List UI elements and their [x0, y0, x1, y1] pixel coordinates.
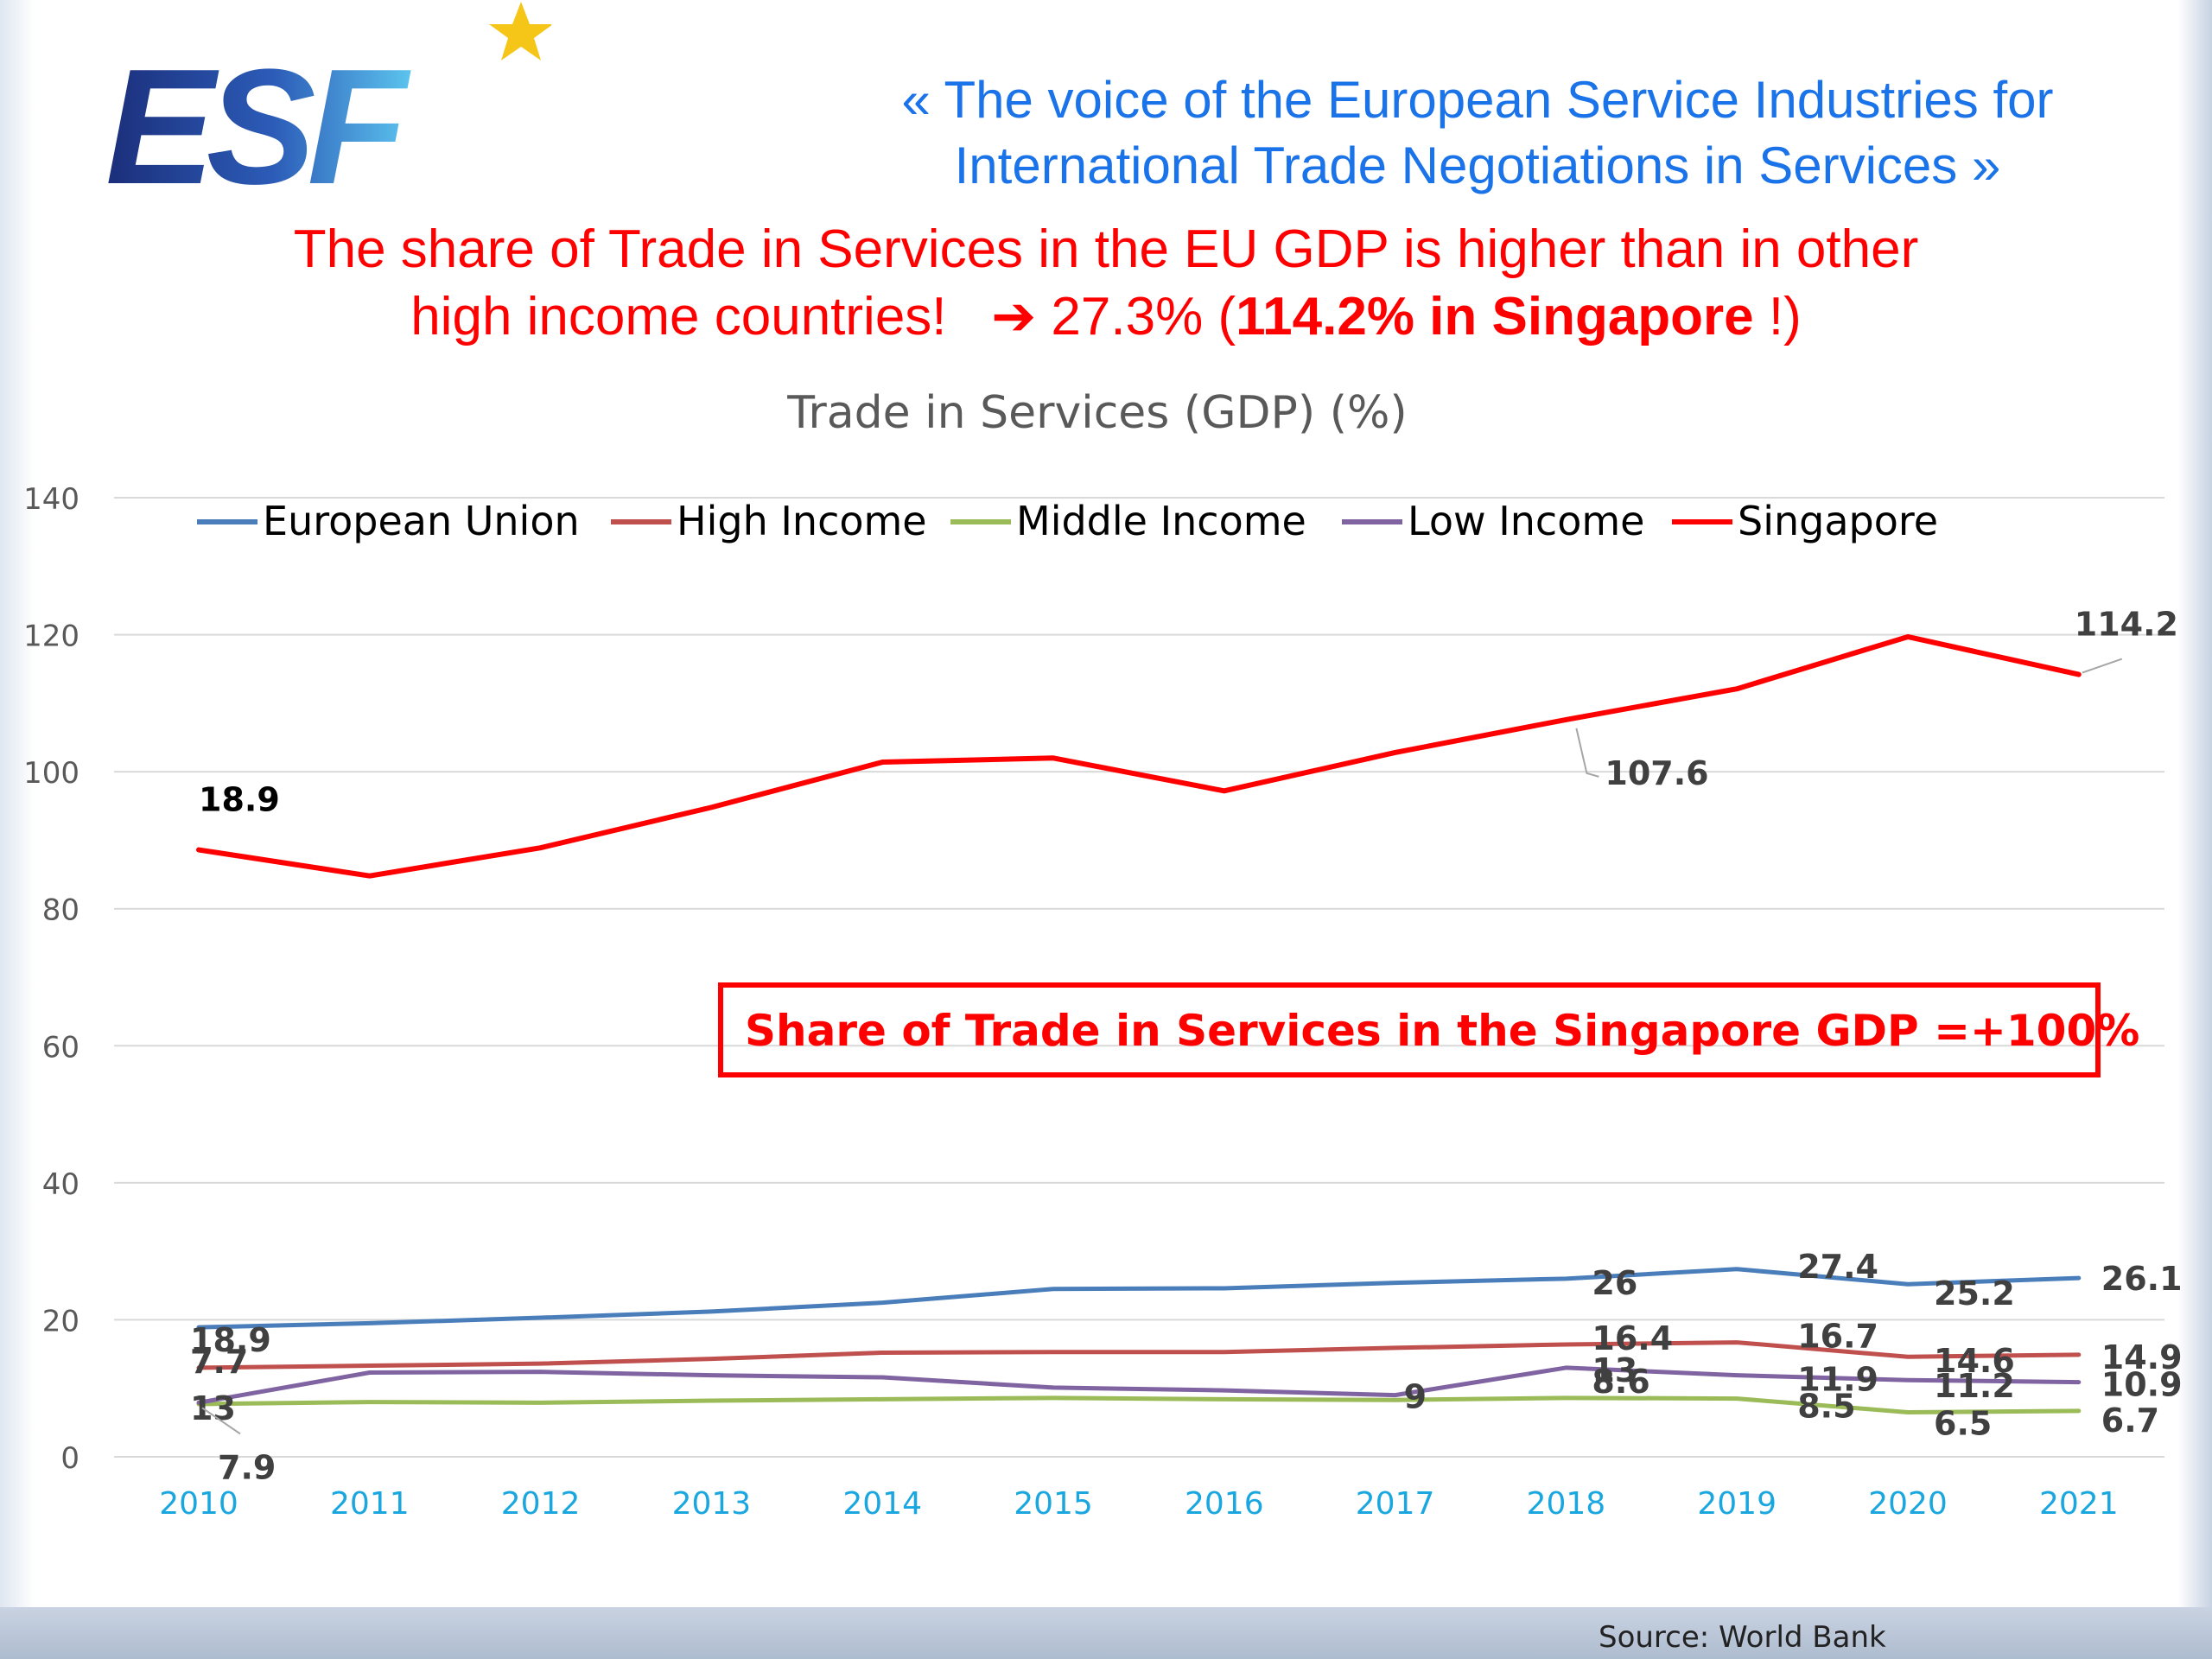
x-tick-label: 2010	[159, 1486, 238, 1522]
x-tick-label: 2013	[672, 1486, 752, 1522]
x-tick-label: 2015	[1014, 1486, 1093, 1522]
annotation-text: Share of Trade in Services in the Singap…	[745, 1006, 2139, 1056]
x-tick-label: 2016	[1185, 1486, 1264, 1522]
x-tick-label: 2011	[330, 1486, 410, 1522]
data-label: 18.9	[190, 1321, 271, 1359]
tagline-line-1: « The voice of the European Service Indu…	[901, 71, 2054, 129]
x-axis-ticks: 2010 2011 2012 2013 2014 2015 2016 2017 2018 2019…	[159, 1486, 2118, 1522]
headline-line-1: The share of Trade in Services in the EU…	[293, 219, 1919, 279]
headline: The share of Trade in Services in the EU…	[156, 216, 2056, 351]
series-lines	[196, 633, 2082, 1414]
y-tick-label: 140	[23, 482, 79, 517]
data-label: 26	[1592, 1264, 1637, 1302]
y-tick-label: 80	[42, 893, 79, 928]
left-shade	[0, 0, 35, 1659]
x-tick-label: 2017	[1356, 1486, 1435, 1522]
x-tick-label: 2021	[2039, 1486, 2119, 1522]
legend-label: European Union	[263, 498, 580, 544]
data-label: 6.7	[2101, 1402, 2159, 1440]
data-label: 107.6	[1605, 754, 1708, 792]
series-line-low-income	[196, 1365, 2082, 1405]
chart-title: Trade in Services (GDP) (%)	[787, 387, 1408, 439]
headline-part-c: !)	[1753, 287, 1802, 346]
data-label: 13	[190, 1389, 236, 1427]
esf-logo: ESF	[105, 2, 551, 199]
leader-line	[2082, 658, 2123, 674]
tagline-line-2: International Trade Negotiations in Serv…	[954, 137, 2001, 194]
y-tick-label: 20	[42, 1304, 79, 1338]
headline-part-bold: 114.2% in Singapore	[1236, 287, 1754, 346]
data-label: 14.6	[1934, 1342, 2015, 1380]
data-label: 8.6	[1592, 1363, 1649, 1401]
data-label: 27.4	[1797, 1248, 1878, 1286]
leader-line	[1575, 728, 1599, 778]
data-label: 11.9	[1797, 1361, 1878, 1399]
y-axis-ticks: 0 20 40 60 80 100 120 140	[23, 482, 79, 1476]
annotation-box: Share of Trade in Services in the Singap…	[718, 982, 2139, 1077]
y-tick-label: 40	[42, 1167, 79, 1202]
series-line-high-income	[196, 1340, 2082, 1370]
data-label: 13	[1592, 1351, 1637, 1389]
legend: European Union High Income Middle Income Lo…	[197, 498, 1938, 544]
right-shade	[2177, 0, 2212, 1659]
y-tick-label: 100	[23, 756, 79, 791]
arrow-icon: ➔	[991, 287, 1037, 346]
data-label: 10.9	[2101, 1366, 2183, 1404]
x-tick-label: 2014	[842, 1486, 922, 1522]
footer-map-band	[0, 1607, 2212, 1659]
data-label: 26.1	[2101, 1260, 2183, 1298]
data-label: 14.9	[2101, 1338, 2183, 1376]
legend-label: Low Income	[1408, 498, 1644, 544]
legend-label: High Income	[677, 498, 927, 544]
x-tick-label: 2012	[501, 1486, 581, 1522]
data-label: 7.9	[218, 1448, 276, 1486]
x-tick-label: 2020	[1868, 1486, 1948, 1522]
data-labels: 18.9107.6114.218.97.7137.992616.48.61327…	[190, 606, 2183, 1487]
series-line-european-union	[196, 1267, 2082, 1330]
data-label: 6.5	[1934, 1404, 1992, 1442]
series-line-middle-income	[196, 1395, 2082, 1414]
gridlines	[114, 497, 2164, 1458]
headline-part-a: high income countries!	[410, 287, 947, 346]
star-icon	[489, 2, 551, 60]
y-tick-label: 120	[23, 620, 79, 654]
data-label: 16.4	[1592, 1319, 1673, 1357]
legend-label: Singapore	[1738, 498, 1938, 544]
legend-label: Middle Income	[1016, 498, 1306, 544]
data-label: 25.2	[1934, 1274, 2015, 1313]
x-tick-label: 2019	[1697, 1486, 1777, 1522]
data-label: 9	[1404, 1378, 1427, 1416]
leader-line	[201, 1407, 241, 1435]
data-label: 7.7	[190, 1343, 248, 1381]
headline-line-2: high income countries! ➔ 27.3% (114.2% i…	[156, 283, 2056, 351]
tagline: « The voice of the European Service Indu…	[830, 67, 2126, 199]
data-label: 16.7	[1797, 1318, 1878, 1356]
data-label: 8.5	[1797, 1388, 1855, 1426]
y-tick-label: 0	[60, 1441, 79, 1476]
y-tick-label: 60	[42, 1030, 79, 1065]
logo-text: ESF	[105, 35, 411, 199]
data-label: 114.2	[2075, 606, 2178, 644]
annotation-rect	[718, 982, 2101, 1077]
headline-part-b: 27.3% (	[1051, 287, 1236, 346]
x-tick-label: 2018	[1527, 1486, 1606, 1522]
data-label: 18.9	[199, 781, 280, 819]
source-note: Source: World Bank	[1599, 1620, 1886, 1655]
data-label: 11.2	[1934, 1367, 2015, 1405]
series-line-singapore	[196, 633, 2082, 879]
